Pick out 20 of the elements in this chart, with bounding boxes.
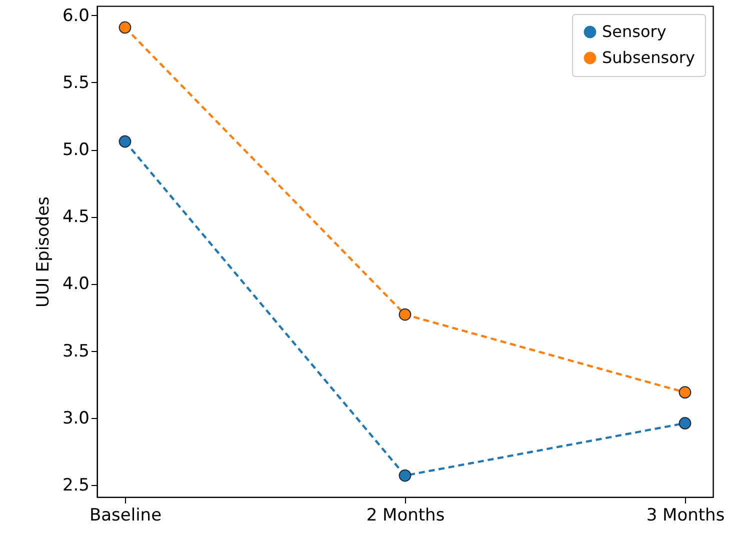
point [678,417,692,430]
legend-label: Sensory [602,22,666,41]
y-tick-label: 6.0 [62,6,90,26]
y-tick-label: 3.0 [62,408,90,428]
point [678,386,692,399]
y-axis-title: UUI Episodes [33,196,54,308]
point [118,21,132,34]
y-tick-label: 5.0 [62,140,90,160]
y-tick-label: 4.0 [62,274,90,294]
point [118,135,132,148]
point [398,308,412,321]
y-tick-label: 2.5 [62,475,90,496]
x-tick-label: 2 Months [366,506,445,526]
legend-label: Subsensory [602,48,695,67]
y-tick-label: 3.5 [62,341,90,362]
y-tick-label: 5.5 [62,72,90,93]
x-tick-label: Baseline [89,506,162,526]
point [398,469,412,482]
x-tick-label: 3 Months [646,506,725,526]
y-tick-label: 4.5 [62,207,90,228]
